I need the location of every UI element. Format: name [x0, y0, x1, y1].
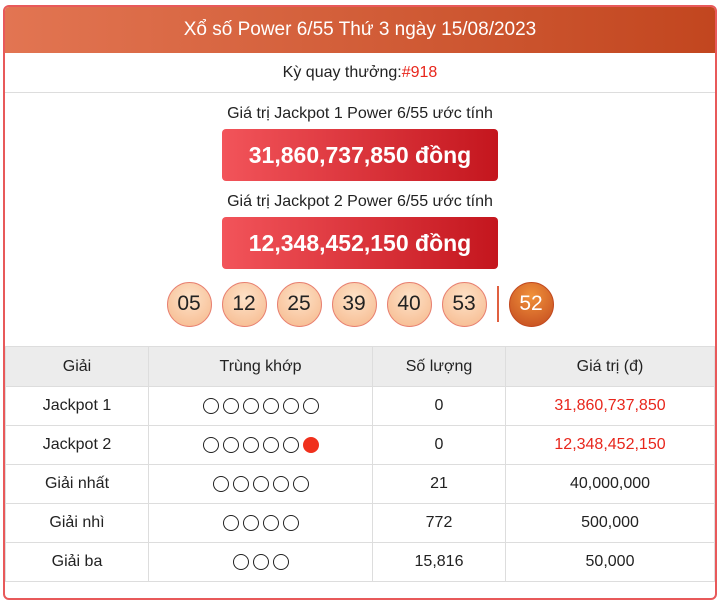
circle-icon: [232, 553, 249, 570]
circle-icon: [262, 397, 279, 414]
circle-icon: [252, 475, 269, 492]
divider: [496, 286, 499, 322]
result-card: Xổ số Power 6/55 Thứ 3 ngày 15/08/2023 K…: [3, 5, 717, 600]
winner-count: 21: [372, 464, 506, 504]
prize-name: Giải ba: [5, 542, 149, 582]
prize-value: 31,860,737,850: [505, 386, 715, 426]
circle-icon: [272, 553, 289, 570]
circle-icon: [202, 436, 219, 453]
ball: 39: [331, 281, 377, 327]
winner-count: 0: [372, 425, 506, 465]
draw-info: Kỳ quay thưởng: #918: [5, 53, 715, 93]
winner-count: 772: [372, 503, 506, 543]
circle-icon: [302, 397, 319, 414]
circle-icon: [242, 436, 259, 453]
ball: 53: [441, 281, 487, 327]
circle-icon: [202, 397, 219, 414]
ball: 12: [221, 281, 267, 327]
match-pattern: [148, 542, 373, 582]
circle-icon: [282, 514, 299, 531]
prize-name: Jackpot 1: [5, 386, 149, 426]
jackpot2-label: Giá trị Jackpot 2 Power 6/55 ước tính: [227, 193, 493, 210]
circle-icon: [282, 397, 299, 414]
winner-count: 0: [372, 386, 506, 426]
circle-icon: [282, 436, 299, 453]
table-row: Giải nhất 21 40,000,000: [5, 464, 715, 504]
prize-value: 12,348,452,150: [505, 425, 715, 465]
jackpot1-label: Giá trị Jackpot 1 Power 6/55 ước tính: [227, 105, 493, 122]
match-pattern: [148, 386, 373, 426]
circle-icon: [262, 436, 279, 453]
header-title: Xổ số Power 6/55 Thứ 3 ngày 15/08/2023: [5, 7, 715, 53]
prize-name: Jackpot 2: [5, 425, 149, 465]
draw-label: Kỳ quay thưởng:: [282, 63, 402, 81]
table-row: Jackpot 2 0 12,348,452,150: [5, 425, 715, 465]
match-pattern: [148, 464, 373, 504]
circle-icon: [212, 475, 229, 492]
power-ball: 52: [508, 281, 554, 327]
prize-value: 40,000,000: [505, 464, 715, 504]
table-row: Jackpot 1 0 31,860,737,850: [5, 386, 715, 426]
column-header: Giá trị (đ): [505, 346, 715, 387]
prize-value: 50,000: [505, 542, 715, 582]
prize-name: Giải nhì: [5, 503, 149, 543]
prize-value: 500,000: [505, 503, 715, 543]
draw-number[interactable]: #918: [401, 63, 438, 81]
circle-icon: [242, 397, 259, 414]
circle-icon: [222, 514, 239, 531]
winner-count: 15,816: [372, 542, 506, 582]
match-pattern: [148, 503, 373, 543]
circle-icon: [272, 475, 289, 492]
circle-icon: [222, 397, 239, 414]
circle-icon: [262, 514, 279, 531]
circle-icon: [232, 475, 249, 492]
circle-icon: [252, 553, 269, 570]
circle-icon: [242, 514, 259, 531]
circle-icon: [222, 436, 239, 453]
filled-circle-icon: [302, 436, 319, 453]
column-header: Giải: [5, 346, 149, 387]
result-balls: 05 12 25 39 40 53 52: [5, 281, 715, 327]
jackpot2-value: 12,348,452,150 đồng: [222, 217, 498, 269]
table-row: Giải nhì 772 500,000: [5, 503, 715, 543]
circle-icon: [292, 475, 309, 492]
jackpot1-value: 31,860,737,850 đồng: [222, 129, 498, 181]
prize-table: Giải Trùng khớp Số lượng Giá trị (đ) Jackpot…: [5, 346, 715, 582]
ball: 05: [166, 281, 212, 327]
match-pattern: [148, 425, 373, 465]
table-row: Giải ba 15,816 50,000: [5, 542, 715, 582]
column-header: Số lượng: [372, 346, 506, 387]
column-header: Trùng khớp: [148, 346, 373, 387]
ball: 25: [276, 281, 322, 327]
ball: 40: [386, 281, 432, 327]
prize-name: Giải nhất: [5, 464, 149, 504]
